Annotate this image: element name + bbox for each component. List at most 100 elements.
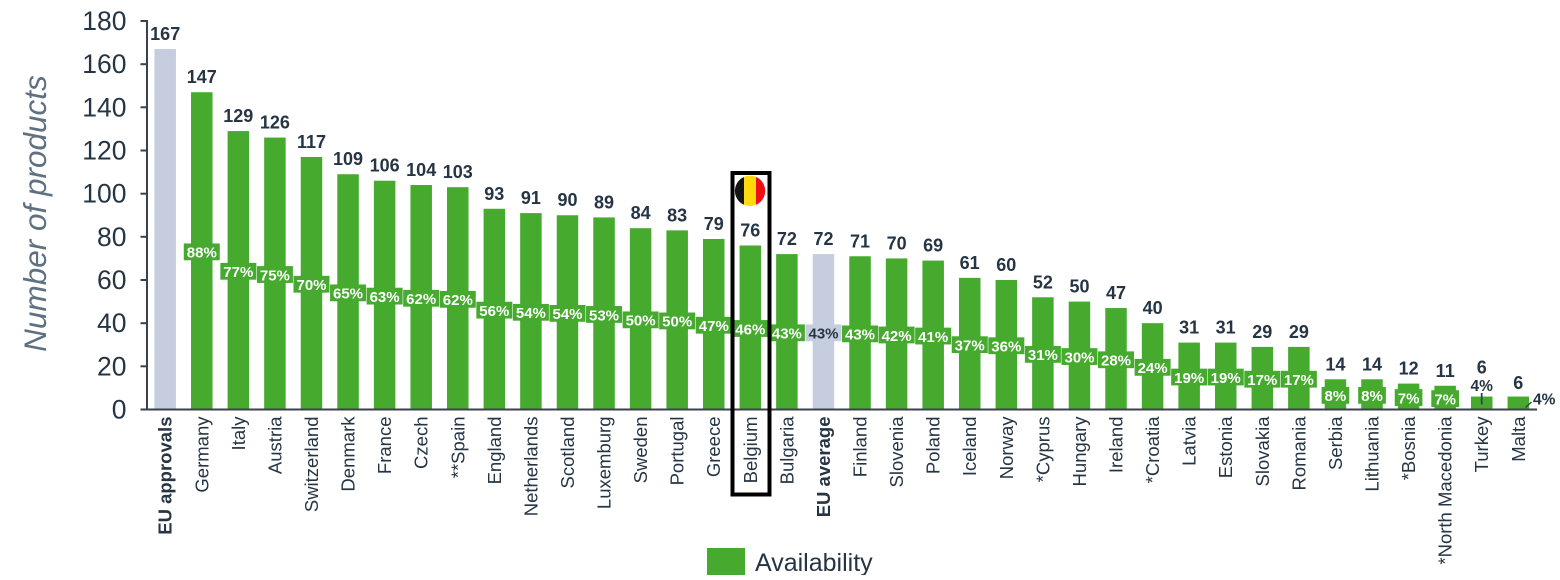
svg-text:6: 6 [1477, 358, 1487, 378]
svg-text:77%: 77% [223, 264, 253, 281]
svg-text:90: 90 [557, 190, 577, 210]
svg-text:Netherlands: Netherlands [520, 417, 541, 517]
svg-text:103: 103 [443, 162, 473, 182]
svg-text:180: 180 [82, 6, 126, 36]
svg-text:0: 0 [112, 395, 127, 425]
svg-text:40: 40 [1143, 298, 1163, 318]
svg-text:53%: 53% [589, 307, 619, 324]
svg-text:7%: 7% [1434, 391, 1456, 408]
svg-text:France: France [374, 417, 395, 475]
svg-text:Malta: Malta [1508, 416, 1529, 462]
svg-text:37%: 37% [955, 338, 985, 355]
svg-text:100: 100 [82, 179, 126, 209]
svg-text:*Croatia: *Croatia [1142, 416, 1163, 484]
svg-text:42%: 42% [882, 328, 912, 345]
svg-text:31: 31 [1216, 318, 1236, 338]
svg-text:31: 31 [1179, 318, 1199, 338]
svg-text:43%: 43% [845, 327, 875, 344]
svg-text:Germany: Germany [191, 416, 212, 493]
svg-text:**Spain: **Spain [447, 417, 468, 479]
svg-text:24%: 24% [1138, 360, 1168, 377]
svg-text:88%: 88% [187, 245, 217, 262]
svg-text:62%: 62% [406, 291, 436, 308]
svg-text:47: 47 [1106, 283, 1126, 303]
svg-text:Czech: Czech [411, 417, 432, 469]
svg-text:19%: 19% [1211, 370, 1241, 387]
svg-text:140: 140 [82, 92, 126, 122]
svg-text:117: 117 [297, 132, 326, 152]
svg-text:Serbia: Serbia [1325, 416, 1346, 470]
svg-text:4%: 4% [1533, 392, 1556, 409]
svg-text:8%: 8% [1325, 388, 1347, 405]
svg-text:80: 80 [97, 222, 126, 252]
svg-text:76: 76 [740, 221, 760, 241]
svg-text:Denmark: Denmark [338, 416, 359, 492]
svg-text:Ireland: Ireland [1106, 417, 1127, 474]
svg-text:EU approvals: EU approvals [155, 417, 176, 535]
svg-text:Number of products: Number of products [17, 75, 53, 352]
svg-text:7%: 7% [1398, 390, 1420, 407]
svg-text:29: 29 [1289, 322, 1309, 342]
svg-text:46%: 46% [735, 321, 765, 338]
svg-text:41%: 41% [918, 329, 948, 346]
svg-text:50%: 50% [662, 314, 692, 331]
svg-text:75%: 75% [260, 267, 290, 284]
svg-text:EU average: EU average [813, 417, 834, 518]
svg-text:Latvia: Latvia [1179, 416, 1200, 466]
svg-text:Switzerland: Switzerland [301, 417, 322, 513]
svg-text:70%: 70% [296, 277, 326, 294]
svg-text:Finland: Finland [850, 417, 871, 478]
svg-text:50%: 50% [626, 313, 656, 330]
svg-text:Belgium: Belgium [740, 417, 761, 484]
svg-text:Norway: Norway [996, 416, 1017, 479]
svg-text:17%: 17% [1284, 372, 1314, 389]
svg-text:30%: 30% [1064, 349, 1094, 366]
svg-text:Estonia: Estonia [1215, 416, 1236, 478]
svg-text:Lithuania: Lithuania [1362, 416, 1383, 492]
svg-text:8%: 8% [1361, 388, 1383, 405]
svg-text:14: 14 [1325, 354, 1345, 374]
svg-text:11: 11 [1436, 361, 1455, 381]
svg-text:Luxemburg: Luxemburg [594, 417, 615, 510]
svg-text:31%: 31% [1028, 347, 1058, 364]
svg-text:167: 167 [150, 24, 180, 44]
svg-text:Slovakia: Slovakia [1252, 416, 1273, 487]
svg-text:43%: 43% [772, 326, 802, 343]
svg-text:Sweden: Sweden [630, 417, 651, 484]
svg-text:65%: 65% [333, 286, 363, 303]
svg-text:60: 60 [97, 265, 126, 295]
svg-text:83: 83 [667, 205, 687, 225]
svg-text:72: 72 [777, 229, 797, 249]
svg-text:20: 20 [97, 351, 126, 381]
svg-text:63%: 63% [370, 289, 400, 306]
svg-text:Portugal: Portugal [667, 417, 688, 486]
svg-text:106: 106 [370, 156, 400, 176]
svg-text:4%: 4% [1470, 378, 1493, 395]
svg-text:40: 40 [97, 308, 126, 338]
svg-text:14: 14 [1362, 354, 1382, 374]
svg-text:79: 79 [704, 214, 724, 234]
svg-text:126: 126 [260, 113, 290, 133]
svg-text:69: 69 [923, 236, 943, 256]
svg-text:Availability: Availability [755, 549, 873, 575]
svg-text:Iceland: Iceland [959, 417, 980, 477]
svg-text:71: 71 [850, 231, 870, 251]
svg-text:160: 160 [82, 49, 126, 79]
svg-text:Poland: Poland [923, 417, 944, 475]
svg-text:60: 60 [996, 255, 1016, 275]
svg-text:56%: 56% [479, 303, 509, 320]
svg-text:12: 12 [1399, 359, 1419, 379]
svg-text:147: 147 [187, 67, 217, 87]
svg-text:19%: 19% [1174, 370, 1204, 387]
svg-text:109: 109 [333, 149, 363, 169]
svg-text:*Bosnia: *Bosnia [1398, 416, 1419, 480]
svg-text:91: 91 [521, 188, 541, 208]
svg-text:52: 52 [1033, 272, 1053, 292]
svg-text:36%: 36% [991, 339, 1021, 356]
svg-text:17%: 17% [1247, 372, 1277, 389]
svg-text:50: 50 [1069, 277, 1089, 297]
svg-text:Slovenia: Slovenia [886, 416, 907, 488]
svg-text:72: 72 [813, 229, 833, 249]
svg-text:47%: 47% [699, 318, 729, 335]
svg-text:120: 120 [82, 136, 126, 166]
